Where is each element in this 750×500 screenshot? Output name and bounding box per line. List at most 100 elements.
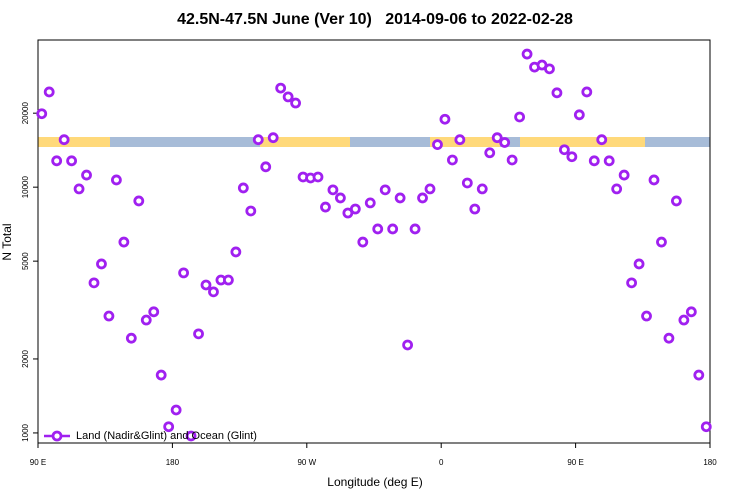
point [125, 332, 137, 344]
point [357, 236, 369, 248]
point [36, 108, 48, 120]
point [439, 113, 451, 125]
point [208, 286, 219, 298]
point [230, 246, 242, 258]
point [51, 155, 63, 167]
point [43, 86, 55, 98]
point [267, 132, 279, 144]
point [364, 197, 376, 209]
point [237, 182, 249, 194]
point [163, 421, 175, 433]
point [73, 183, 85, 195]
point [282, 91, 294, 103]
point [170, 404, 182, 416]
point [103, 310, 115, 322]
point [222, 274, 234, 286]
surface-band [38, 137, 710, 147]
point [290, 97, 302, 109]
point [140, 314, 152, 326]
band-ocean [645, 137, 710, 147]
band-land [520, 137, 645, 147]
point [671, 195, 682, 207]
band-ocean [350, 137, 430, 147]
point [693, 369, 705, 381]
point [312, 171, 324, 183]
legend-marker [51, 430, 63, 442]
band-land [38, 137, 110, 147]
point [566, 151, 578, 163]
y-tick-label: 5000 [21, 252, 30, 270]
point [506, 154, 518, 166]
point [387, 223, 399, 235]
point [656, 236, 667, 248]
x-tick-label: 180 [166, 458, 180, 467]
y-tick-label: 1000 [21, 423, 30, 441]
point [260, 161, 272, 173]
point [178, 267, 190, 279]
x-tick-label: 90 W [297, 458, 316, 467]
point [603, 155, 615, 167]
point [499, 137, 511, 148]
point [252, 134, 264, 146]
point [372, 223, 384, 235]
band-land [430, 137, 500, 147]
point [402, 339, 414, 351]
band-land [260, 137, 350, 147]
point [349, 203, 361, 215]
x-tick-label: 90 E [567, 458, 583, 467]
point [685, 306, 697, 318]
point [559, 144, 570, 156]
point [551, 87, 563, 99]
point [417, 192, 428, 204]
point [66, 155, 77, 167]
y-axis-label: N Total [0, 223, 14, 260]
point [648, 174, 660, 186]
point [469, 203, 481, 215]
point [611, 183, 623, 195]
point [111, 174, 122, 186]
point [193, 328, 204, 340]
point [245, 205, 257, 217]
point [484, 147, 496, 159]
point [118, 236, 130, 248]
point [581, 86, 593, 98]
point [185, 430, 197, 442]
point [409, 223, 421, 235]
point [454, 134, 466, 146]
point [573, 109, 585, 121]
point [379, 184, 391, 196]
point [596, 134, 608, 146]
y-tick-label: 2000 [21, 350, 30, 368]
band-ocean [110, 137, 260, 147]
point [275, 82, 287, 94]
point [96, 258, 107, 270]
point [700, 421, 712, 433]
point [491, 132, 503, 144]
point [88, 277, 100, 289]
point [155, 369, 167, 381]
point [641, 310, 652, 322]
point [334, 192, 346, 204]
point [461, 177, 473, 189]
point [58, 134, 70, 146]
x-tick-label: 90 E [30, 458, 46, 467]
x-tick-label: 180 [703, 458, 717, 467]
point [394, 192, 406, 204]
point [476, 183, 488, 195]
point [432, 139, 443, 151]
point [633, 258, 645, 270]
point [81, 169, 92, 181]
point [678, 314, 690, 326]
point [588, 155, 600, 167]
point [663, 332, 675, 344]
point [424, 183, 436, 195]
chart-title: 42.5N-47.5N June (Ver 10) 2014-09-06 to … [177, 11, 573, 28]
point [327, 184, 339, 196]
point [200, 279, 212, 291]
plot-frame [37, 39, 711, 444]
point [626, 277, 637, 289]
point [521, 48, 533, 60]
x-axis-label: Longitude (deg E) [327, 475, 422, 489]
point [514, 111, 525, 123]
